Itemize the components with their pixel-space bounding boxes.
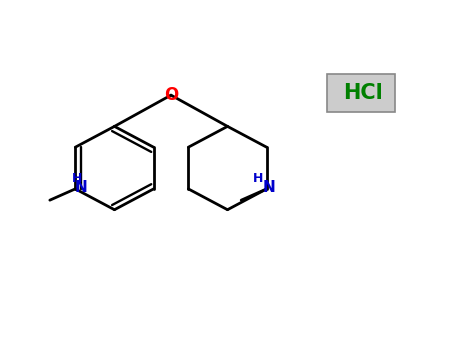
- Text: H: H: [72, 172, 82, 185]
- Text: O: O: [164, 86, 178, 104]
- Text: H: H: [253, 172, 264, 185]
- Text: N: N: [263, 180, 275, 195]
- Text: HCl: HCl: [343, 83, 383, 103]
- FancyBboxPatch shape: [327, 74, 395, 112]
- Text: N: N: [74, 180, 87, 195]
